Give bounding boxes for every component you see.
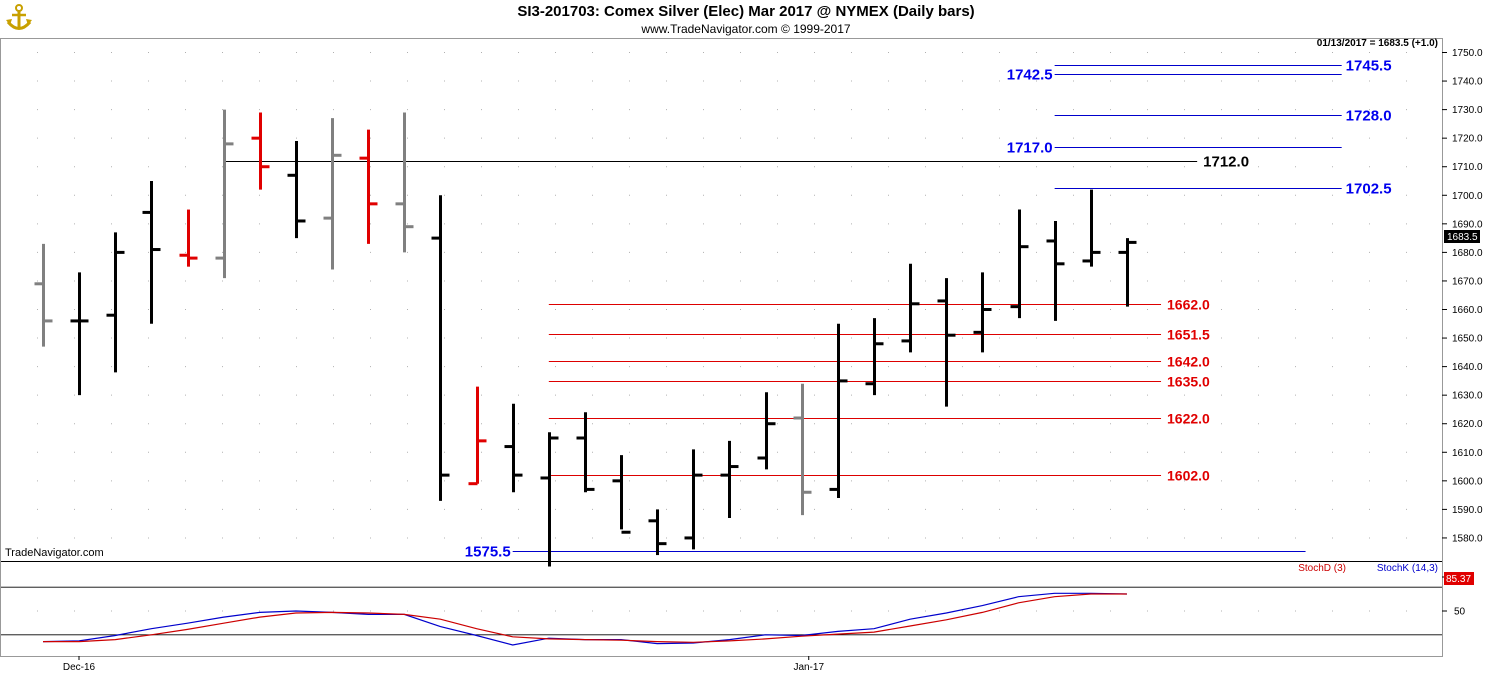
y-tick-label: 1750.0: [1452, 48, 1483, 59]
chart-title: SI3-201703: Comex Silver (Elec) Mar 2017…: [517, 3, 975, 20]
chart-subtitle: www.TradeNavigator.com © 1999-2017: [641, 22, 851, 36]
ohlc-bar: [1046, 220, 1065, 321]
watermark: TradeNavigator.com: [5, 547, 104, 559]
ohlc-bar: [70, 272, 89, 396]
y-tick-label: 1680.0: [1452, 248, 1483, 259]
legend-stochk: StochK (14,3): [1377, 563, 1438, 574]
chart-header: SI3-201703: Comex Silver (Elec) Mar 2017…: [0, 0, 1492, 38]
y-tick-label: 1580.0: [1452, 533, 1483, 544]
legend-stochd: StochD (3): [1298, 563, 1346, 574]
y-tick-label: 1630.0: [1452, 391, 1483, 402]
ohlc-bar: [612, 455, 631, 534]
x-tick-label: Dec-16: [63, 662, 96, 673]
y-tick-label: 1590.0: [1452, 505, 1483, 516]
y-tick-label: 1600.0: [1452, 476, 1483, 487]
axes: 1580.0 1590.0 1600.0 1610.0 1620.0 1630.0 1640…: [0, 38, 1483, 673]
level-label: 1662.0: [1167, 297, 1210, 313]
price-panel: 1745.5 1742.5 1728.0 1717.0 1712.0 1702.5 1662…: [0, 52, 1442, 567]
ohlc-bar: [106, 232, 125, 373]
ohlc-bar: [179, 209, 198, 267]
ohlc-bar: [34, 243, 53, 347]
last-price-tag: 1683.5: [1444, 230, 1480, 243]
chart-area: 1745.5 1742.5 1728.0 1717.0 1712.0 1702.5 1662…: [0, 38, 1483, 673]
ohlc-bar: [720, 440, 739, 518]
ohlc-bar: [504, 403, 523, 493]
y-tick-label: 1730.0: [1452, 105, 1483, 116]
stochastic-panel: [0, 586, 1442, 646]
ohlc-bar: [1082, 189, 1101, 267]
level-label: 1642.0: [1167, 354, 1210, 370]
ohlc-bar: [1118, 238, 1137, 307]
ohlc-bar: [287, 141, 306, 239]
stoch-value-tag-text: 85.37: [1446, 574, 1471, 585]
stoch-value-tag: 85.37: [1444, 572, 1474, 585]
ohlc-bar: [865, 318, 884, 396]
y-tick-label: 1740.0: [1452, 77, 1483, 88]
y-tick-label: 1610.0: [1452, 448, 1483, 459]
level-label: 1635.0: [1167, 374, 1210, 390]
y-tick-label: 1700.0: [1452, 191, 1483, 202]
ohlc-bar: [468, 386, 487, 486]
level-label: 1622.0: [1167, 411, 1210, 427]
ohlc-bar: [793, 383, 812, 516]
level-label: 1702.5: [1346, 181, 1392, 198]
level-label: 1728.0: [1346, 108, 1392, 125]
level-label: 1575.5: [465, 544, 511, 561]
last-price-info: 01/13/2017 = 1683.5 (+1.0): [1317, 38, 1438, 49]
ohlc-bar: [359, 129, 378, 244]
ohlc-bar: [395, 112, 414, 253]
level-label: 1602.0: [1167, 468, 1210, 484]
ohlc-bar: [215, 109, 234, 279]
ohlc-bar: [937, 278, 956, 407]
y-tick-label: 1640.0: [1452, 362, 1483, 373]
x-tick-label: Jan-17: [793, 662, 824, 673]
ohlc-bar: [1010, 209, 1029, 319]
ohlc-bar: [901, 263, 920, 353]
level-label: 1742.5: [1007, 67, 1053, 84]
y-tick-label: 1710.0: [1452, 162, 1483, 173]
last-price-tag-text: 1683.5: [1447, 232, 1478, 243]
level-label: 1717.0: [1007, 140, 1053, 157]
y-tick-label: 1670.0: [1452, 276, 1483, 287]
level-label: 1712.0: [1203, 154, 1249, 171]
level-label: 1651.5: [1167, 327, 1210, 343]
ohlc-bar: [576, 412, 595, 493]
ohlc-bar: [323, 118, 342, 270]
ohlc-bar: [684, 449, 703, 550]
ohlc-bar: [973, 272, 992, 353]
y-tick-label: 1620.0: [1452, 419, 1483, 430]
anchor-logo-icon: [4, 3, 34, 33]
y-tick-label: 1720.0: [1452, 134, 1483, 145]
plot-frame: [0, 38, 1443, 657]
stochk-line: [42, 592, 1127, 646]
ohlc-bar: [540, 432, 559, 567]
ohlc-bar: [829, 323, 848, 498]
ohlc-bar: [251, 112, 270, 190]
y-tick-label: 1690.0: [1452, 219, 1483, 230]
y-tick-label: 1660.0: [1452, 305, 1483, 316]
ohlc-bar: [142, 181, 161, 324]
stochd-line: [43, 593, 1127, 643]
ohlc-bar: [648, 509, 667, 556]
y-tick-label: 1650.0: [1452, 334, 1483, 345]
level-label: 1745.5: [1346, 58, 1392, 75]
ohlc-bar: [431, 195, 450, 501]
stoch-y-tick-label: 50: [1454, 607, 1466, 618]
ohlc-bar: [757, 392, 776, 470]
